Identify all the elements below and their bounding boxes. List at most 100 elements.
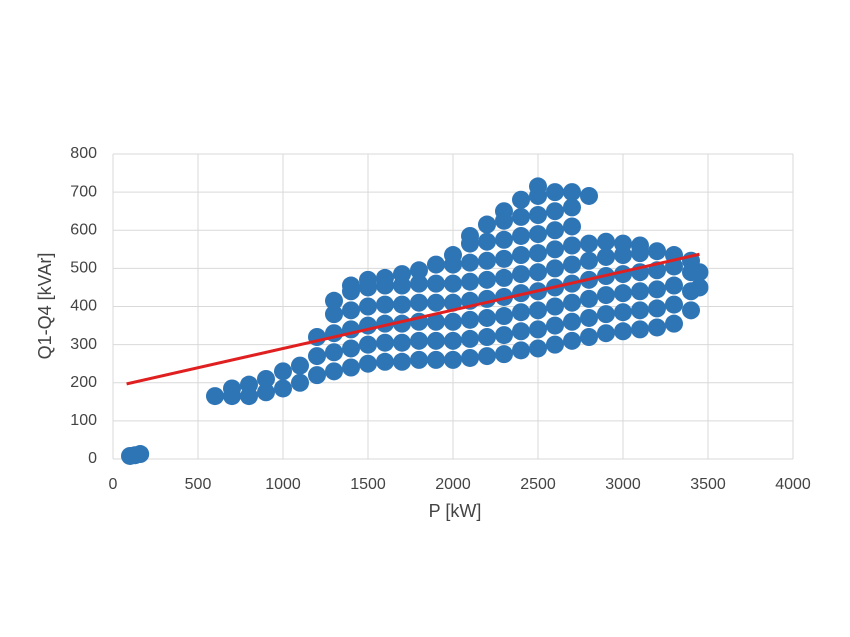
point — [546, 240, 564, 259]
point — [648, 280, 666, 299]
point — [359, 297, 377, 316]
point — [529, 301, 547, 320]
point — [478, 215, 496, 234]
point — [131, 445, 150, 464]
x-tick-label: 1000 — [265, 476, 301, 493]
x-axis-title: P [kW] — [429, 501, 482, 521]
point — [546, 335, 564, 354]
point — [393, 333, 411, 352]
point — [512, 341, 530, 360]
point — [393, 295, 411, 314]
y-tick-label: 0 — [88, 450, 97, 467]
point — [597, 324, 615, 343]
point — [648, 318, 666, 337]
point — [580, 328, 598, 346]
y-tick-label: 500 — [70, 260, 97, 277]
point — [461, 272, 479, 291]
point — [690, 278, 709, 297]
point — [495, 202, 513, 221]
point — [665, 276, 683, 295]
point — [546, 183, 564, 202]
point — [546, 202, 564, 221]
point — [359, 270, 377, 289]
point — [444, 293, 462, 312]
point — [325, 291, 343, 310]
point — [291, 356, 309, 375]
point — [631, 236, 649, 255]
point — [444, 331, 462, 350]
point — [376, 295, 394, 314]
point — [444, 350, 462, 369]
point — [648, 299, 666, 318]
point — [427, 255, 445, 274]
y-tick-label: 400 — [70, 298, 97, 315]
point — [495, 345, 513, 364]
point — [376, 333, 394, 352]
point — [376, 268, 394, 287]
point — [512, 207, 530, 226]
point — [461, 253, 479, 272]
point — [529, 206, 547, 224]
point — [240, 375, 258, 394]
point — [614, 234, 632, 253]
y-tick-label: 100 — [70, 412, 97, 429]
point — [529, 263, 547, 282]
point — [461, 348, 479, 367]
point — [427, 293, 445, 312]
point — [308, 347, 326, 366]
point — [580, 289, 598, 308]
point — [512, 226, 530, 245]
y-tick-label: 800 — [70, 145, 97, 162]
point — [597, 247, 615, 266]
y-tick-label: 700 — [70, 183, 97, 200]
point — [563, 183, 581, 202]
point — [495, 268, 513, 287]
point — [614, 322, 632, 341]
point — [410, 350, 428, 369]
point — [529, 339, 547, 358]
point — [206, 387, 224, 406]
point — [427, 331, 445, 350]
point — [461, 310, 479, 329]
point — [529, 177, 547, 196]
point — [308, 366, 326, 385]
x-tick-label: 2000 — [435, 476, 471, 493]
point — [512, 303, 530, 322]
point — [546, 297, 564, 316]
point — [580, 186, 598, 205]
point — [478, 347, 496, 366]
point — [359, 354, 377, 373]
point — [376, 314, 394, 333]
point — [495, 249, 513, 268]
x-tick-label: 3500 — [690, 476, 726, 493]
point — [682, 301, 700, 320]
point — [597, 232, 615, 251]
y-axis-title: Q1-Q4 [kVAr] — [35, 253, 55, 360]
point — [376, 352, 394, 371]
point — [427, 274, 445, 293]
point — [410, 293, 428, 312]
y-tick-label: 300 — [70, 336, 97, 353]
point — [631, 282, 649, 301]
point — [461, 329, 479, 348]
point — [648, 242, 666, 261]
point — [393, 352, 411, 371]
point — [631, 320, 649, 339]
point — [614, 303, 632, 322]
point — [495, 307, 513, 326]
point — [495, 230, 513, 249]
point — [690, 263, 709, 282]
point — [495, 326, 513, 345]
point — [580, 234, 598, 253]
point — [546, 316, 564, 335]
x-tick-label: 3000 — [605, 476, 641, 493]
point — [291, 373, 309, 392]
point — [529, 225, 547, 244]
x-tick-label: 500 — [185, 476, 212, 493]
point — [512, 246, 530, 265]
point — [325, 305, 343, 324]
point — [461, 226, 479, 245]
point — [563, 293, 581, 312]
point — [359, 335, 377, 354]
